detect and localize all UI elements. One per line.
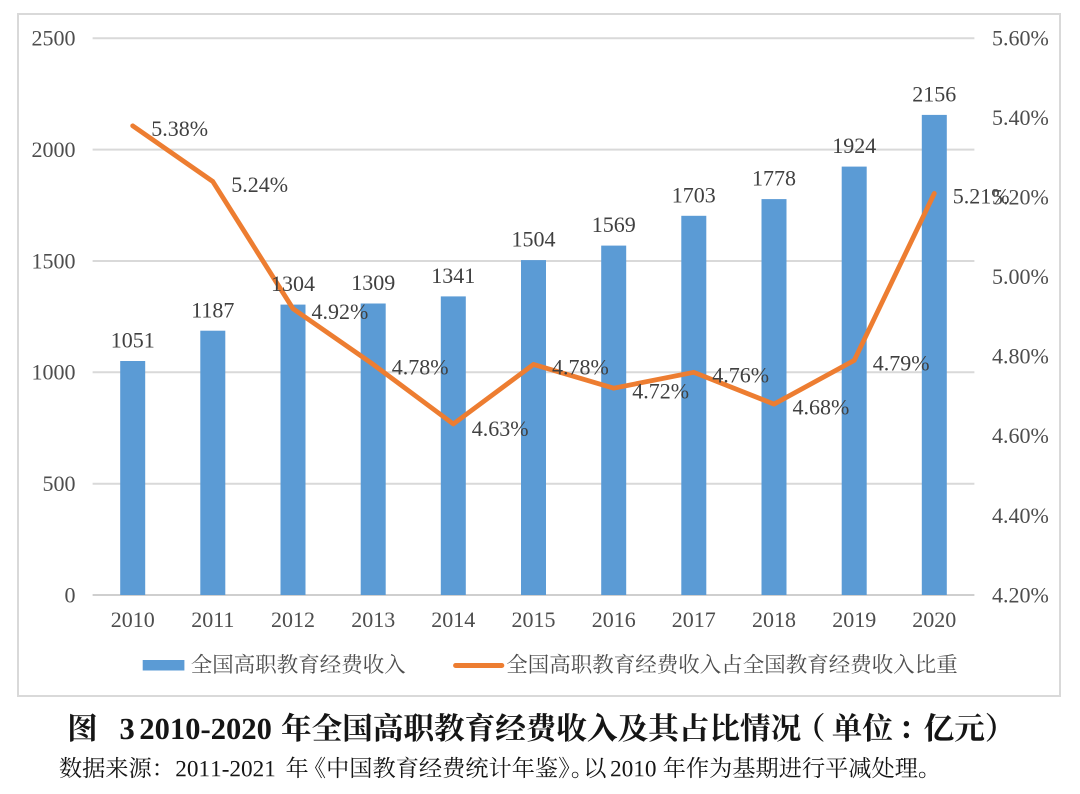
svg-text:2020: 2020 bbox=[912, 607, 956, 632]
svg-text:2000: 2000 bbox=[32, 137, 76, 162]
svg-text:1051: 1051 bbox=[111, 328, 155, 353]
svg-text:2018: 2018 bbox=[752, 607, 796, 632]
svg-text:4.20%: 4.20% bbox=[992, 582, 1049, 607]
svg-text:5.00%: 5.00% bbox=[992, 264, 1049, 289]
svg-text:2500: 2500 bbox=[32, 26, 76, 51]
svg-text:2016: 2016 bbox=[592, 607, 636, 632]
svg-text:4.72%: 4.72% bbox=[632, 379, 689, 404]
svg-text:2011: 2011 bbox=[191, 607, 234, 632]
svg-text:4.80%: 4.80% bbox=[992, 344, 1049, 369]
svg-text:500: 500 bbox=[43, 471, 76, 496]
svg-text:1569: 1569 bbox=[592, 212, 636, 237]
svg-text:1341: 1341 bbox=[431, 263, 475, 288]
svg-text:5.24%: 5.24% bbox=[231, 172, 288, 197]
svg-text:2015: 2015 bbox=[512, 607, 556, 632]
svg-text:2019: 2019 bbox=[832, 607, 876, 632]
svg-text:2012: 2012 bbox=[271, 607, 315, 632]
svg-text:4.63%: 4.63% bbox=[472, 416, 529, 441]
svg-text:1703: 1703 bbox=[672, 182, 716, 207]
svg-text:4.68%: 4.68% bbox=[793, 394, 850, 419]
svg-text:4.76%: 4.76% bbox=[712, 363, 769, 388]
svg-text:4.78%: 4.78% bbox=[552, 355, 609, 380]
svg-text:1778: 1778 bbox=[752, 166, 796, 191]
svg-text:4.60%: 4.60% bbox=[992, 423, 1049, 448]
svg-text:1309: 1309 bbox=[351, 270, 395, 295]
svg-text:5.40%: 5.40% bbox=[992, 105, 1049, 130]
svg-text:4.79%: 4.79% bbox=[873, 351, 930, 376]
svg-text:1924: 1924 bbox=[832, 133, 876, 158]
svg-text:5.60%: 5.60% bbox=[992, 26, 1049, 51]
svg-text:1504: 1504 bbox=[512, 227, 556, 252]
svg-text:1500: 1500 bbox=[32, 248, 76, 273]
svg-text:5.38%: 5.38% bbox=[151, 116, 208, 141]
svg-text:5.21%: 5.21% bbox=[953, 184, 1010, 209]
svg-text:4.40%: 4.40% bbox=[992, 503, 1049, 528]
svg-text:4.78%: 4.78% bbox=[392, 355, 449, 380]
svg-text:1000: 1000 bbox=[32, 360, 76, 385]
svg-text:2156: 2156 bbox=[912, 82, 956, 107]
svg-text:1187: 1187 bbox=[191, 297, 234, 322]
svg-text:2013: 2013 bbox=[351, 607, 395, 632]
svg-text:4.92%: 4.92% bbox=[312, 299, 369, 324]
svg-text:0: 0 bbox=[65, 582, 76, 607]
svg-text:5.20%: 5.20% bbox=[992, 185, 1049, 210]
svg-text:2017: 2017 bbox=[672, 607, 716, 632]
svg-text:1304: 1304 bbox=[271, 271, 315, 296]
svg-text:2010: 2010 bbox=[111, 607, 155, 632]
svg-text:2014: 2014 bbox=[431, 607, 475, 632]
